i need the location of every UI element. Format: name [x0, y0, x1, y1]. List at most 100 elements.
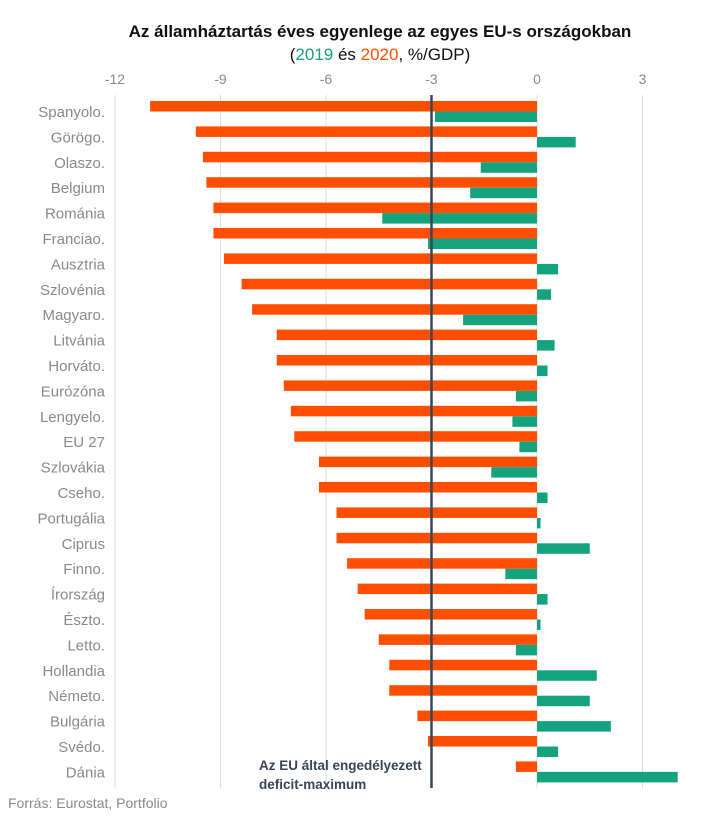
bar-2020 — [318, 482, 537, 493]
bar-2019 — [537, 619, 541, 630]
x-tick-label: -12 — [105, 71, 125, 87]
category-label: Magyaro. — [42, 307, 105, 324]
bar-2020 — [202, 151, 537, 163]
x-tick-label: 0 — [533, 71, 541, 87]
bar-2019 — [537, 670, 597, 681]
bar-2019 — [470, 187, 537, 199]
bar-2019 — [537, 492, 548, 503]
subtitle-unit: , %/GDP) — [398, 45, 470, 64]
chart-subtitle: (2019 és 2020, %/GDP) — [290, 45, 471, 64]
bar-2020 — [276, 355, 537, 366]
category-label: Bulgária — [50, 714, 106, 731]
bar-2019 — [491, 467, 537, 478]
bar-2019 — [463, 314, 537, 326]
bar-2020 — [213, 202, 537, 214]
category-label: Ciprus — [62, 536, 105, 553]
bar-2019 — [537, 746, 559, 757]
category-label: Franciao. — [42, 231, 105, 248]
bar-2019 — [512, 416, 537, 427]
bar-2019 — [435, 111, 537, 122]
bar-2019 — [427, 238, 537, 249]
bar-2020 — [150, 101, 537, 112]
subtitle-open: ( — [290, 45, 296, 64]
category-label: Szlovákia — [41, 460, 106, 477]
bar-2019 — [382, 213, 537, 224]
category-label: Románia — [45, 206, 106, 223]
category-label: Dánia — [66, 764, 106, 781]
category-label: Szlovénia — [40, 282, 106, 299]
category-label: Portugália — [37, 510, 105, 527]
bar-2019 — [519, 441, 537, 453]
bar-2020 — [378, 634, 537, 645]
category-label: Horváto. — [48, 358, 105, 375]
bar-2020 — [283, 380, 537, 391]
x-axis-ticks: -12 -9 -6 -3 0 3 — [105, 71, 647, 87]
category-label: Ausztria — [51, 256, 106, 273]
category-label: Belgium — [51, 180, 105, 197]
bar-2020 — [252, 304, 538, 315]
category-label: Olaszo. — [54, 155, 105, 172]
bar-2020 — [241, 278, 537, 290]
bar-2019 — [505, 568, 537, 580]
bar-2020 — [276, 329, 537, 341]
legend-2019-label: 2019 — [295, 45, 333, 64]
bar-2019 — [537, 365, 548, 376]
x-tick-label: -3 — [425, 71, 438, 87]
bar-2019 — [537, 594, 548, 605]
bar-2020 — [515, 761, 537, 772]
bar-2020 — [427, 736, 537, 747]
bar-2020 — [294, 431, 537, 442]
category-label: Finno. — [63, 561, 105, 578]
category-label: Lengyelo. — [40, 409, 105, 426]
category-labels: Spanyolo. Görögo. Olaszo. Belgium Románia Fra… — [37, 104, 105, 781]
bar-2019 — [537, 695, 590, 707]
category-label: Cseho. — [57, 485, 105, 502]
bar-2020 — [318, 456, 537, 468]
bar-2020 — [347, 558, 537, 569]
category-label: Németo. — [48, 688, 105, 705]
bar-2019 — [537, 543, 590, 554]
bar-2020 — [389, 685, 537, 696]
bar-2019 — [480, 162, 537, 173]
bar-2020 — [206, 177, 538, 188]
category-label: Eurózóna — [41, 383, 106, 400]
category-label: Görögo. — [51, 129, 105, 146]
source-note: Forrás: Eurostat, Portfolio — [8, 795, 168, 811]
category-label: Hollandia — [42, 663, 105, 680]
bars — [150, 101, 678, 783]
category-label: Letto. — [67, 637, 105, 654]
bar-2019 — [537, 517, 541, 529]
bar-2020 — [336, 507, 537, 518]
x-tick-label: 3 — [639, 71, 647, 87]
bar-2019 — [537, 263, 559, 275]
bar-2020 — [290, 405, 537, 417]
x-tick-label: -6 — [320, 71, 333, 87]
category-label: Svédo. — [58, 739, 105, 756]
bar-2020 — [213, 228, 537, 239]
category-label: EU 27 — [63, 434, 105, 451]
subtitle-and: és — [333, 45, 360, 64]
bar-2019 — [515, 644, 537, 656]
bar-2019 — [537, 289, 552, 300]
legend-2020-label: 2020 — [361, 45, 399, 64]
bar-2020 — [389, 659, 537, 671]
category-label: Spanyolo. — [38, 104, 105, 121]
chart-title: Az államháztartás éves egyenlege az egye… — [129, 22, 632, 41]
bar-2020 — [357, 583, 537, 595]
category-label: Észto. — [63, 612, 105, 629]
bar-2019 — [537, 136, 576, 148]
bar-2019 — [515, 390, 537, 402]
category-label: Litvánia — [53, 333, 105, 350]
bar-2019 — [537, 340, 555, 351]
bar-2019 — [537, 721, 611, 732]
bar-2020 — [223, 253, 537, 264]
bar-2020 — [417, 710, 537, 722]
bar-2020 — [364, 609, 537, 620]
reference-line-label-1: Az EU által engedélyezett — [259, 758, 422, 773]
bar-2020 — [195, 126, 537, 137]
reference-line-label-2: deficit-maximum — [259, 777, 366, 792]
category-label: Írország — [51, 587, 105, 604]
bar-2019 — [537, 771, 678, 783]
bar-2020 — [336, 532, 537, 544]
